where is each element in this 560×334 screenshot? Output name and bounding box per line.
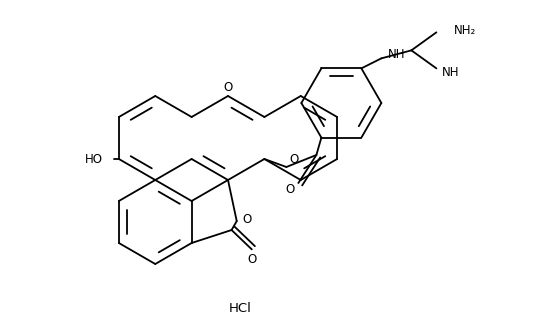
Text: O: O (290, 153, 299, 166)
Text: O: O (247, 253, 256, 266)
Text: HO: HO (85, 153, 103, 166)
Text: HCl: HCl (228, 303, 251, 316)
Text: NH: NH (442, 66, 459, 79)
Text: O: O (223, 80, 232, 94)
Text: O: O (242, 212, 251, 225)
Text: NH: NH (388, 48, 405, 61)
Text: O: O (286, 182, 295, 195)
Text: NH₂: NH₂ (454, 24, 477, 37)
